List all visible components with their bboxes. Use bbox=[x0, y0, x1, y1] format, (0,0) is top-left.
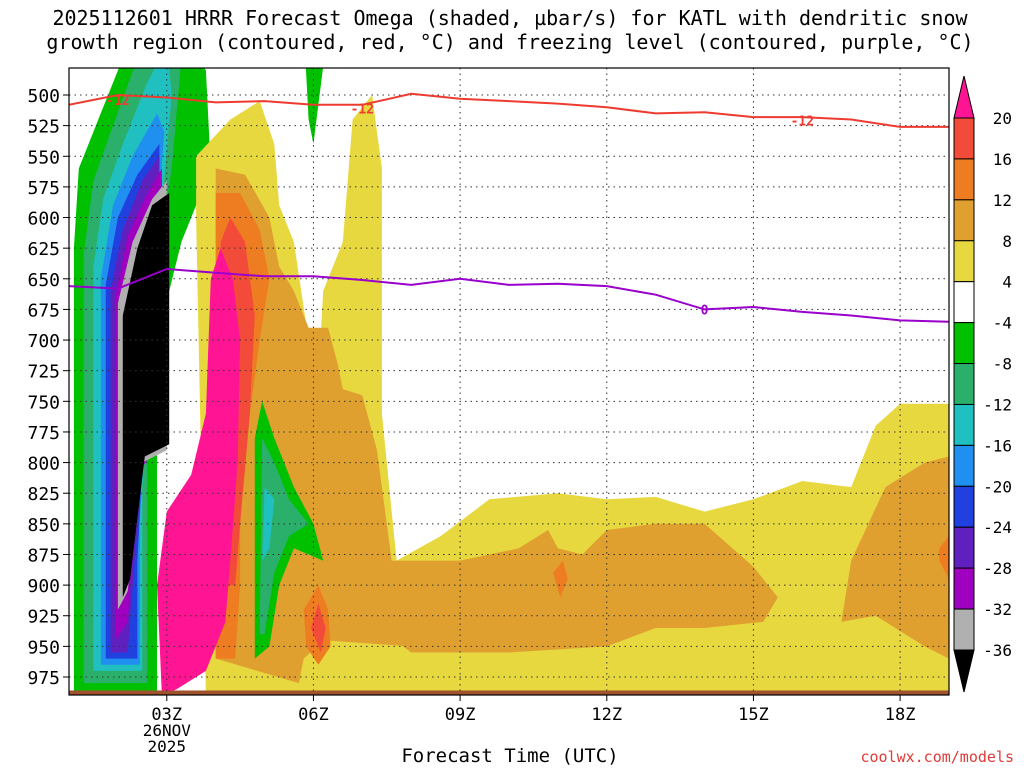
colorbar-label-7: -12 bbox=[983, 395, 1012, 414]
colorbar-label-2: 12 bbox=[993, 191, 1012, 210]
colorbar-label-8: -16 bbox=[983, 436, 1012, 455]
y-tick-label-675: 675 bbox=[27, 300, 60, 321]
omega-region-20 bbox=[157, 248, 241, 695]
y-tick-label-925: 925 bbox=[27, 607, 60, 628]
contour-label-0-0: -12 bbox=[106, 94, 129, 109]
contour-line-0 bbox=[69, 92, 949, 128]
colorbar-swatch-9 bbox=[953, 485, 975, 528]
contour-label-1-0: 0 bbox=[701, 303, 709, 318]
colorbar-label-11: -28 bbox=[983, 559, 1012, 578]
plot-frame bbox=[68, 67, 950, 696]
omega-region-17 bbox=[939, 536, 949, 579]
terrain-band bbox=[69, 690, 949, 695]
colorbar-label-5: -4 bbox=[993, 314, 1012, 333]
y-tick-label-900: 900 bbox=[27, 576, 60, 597]
omega-region-9 bbox=[122, 193, 170, 598]
y-tick-label-550: 550 bbox=[27, 147, 60, 168]
temperature-contours: -12 -12 -12 0 bbox=[69, 92, 949, 323]
colorbar-swatch-3 bbox=[953, 240, 975, 283]
colorbar-label-4: 4 bbox=[1002, 273, 1012, 292]
y-tick-label-775: 775 bbox=[27, 423, 60, 444]
y-tick-label-950: 950 bbox=[27, 637, 60, 658]
credit-text: coolwx.com/models bbox=[860, 748, 1014, 766]
y-tick-label-850: 850 bbox=[27, 515, 60, 536]
y-tick-label-975: 975 bbox=[27, 668, 60, 689]
colorbar-swatch-4 bbox=[953, 281, 975, 324]
x-tick-label-09Z: 09Z bbox=[445, 705, 476, 725]
omega-region-22 bbox=[259, 438, 309, 635]
colorbar-label-10: -24 bbox=[983, 518, 1012, 537]
x-sublabel-0: 26NOV bbox=[143, 721, 192, 740]
colorbar-top-arrow bbox=[953, 75, 975, 119]
contour-line-1 bbox=[69, 267, 949, 323]
title-line-1: 2025112601 HRRR Forecast Omega (shaded, … bbox=[52, 6, 968, 30]
colorbar-swatch-6 bbox=[953, 363, 975, 405]
colorbar-swatch-0 bbox=[953, 117, 975, 160]
contour-label-0-1: -12 bbox=[351, 102, 374, 117]
colorbar-swatch-11 bbox=[953, 567, 975, 610]
omega-region-12 bbox=[367, 523, 778, 653]
y-tick-label-600: 600 bbox=[27, 209, 60, 230]
omega-region-19 bbox=[311, 603, 326, 653]
omega-region-16 bbox=[553, 560, 568, 598]
x-tick-label-12Z: 12Z bbox=[591, 705, 622, 725]
y-tick-label-575: 575 bbox=[27, 178, 60, 199]
y-tick-label-800: 800 bbox=[27, 454, 60, 475]
y-tick-label-750: 750 bbox=[27, 392, 60, 413]
title-line-2: growth region (contoured, red, °C) and f… bbox=[46, 30, 974, 54]
colorbar-swatch-12 bbox=[953, 608, 975, 651]
colorbar-swatch-8 bbox=[953, 444, 975, 487]
y-tick-label-875: 875 bbox=[27, 545, 60, 566]
y-tick-label-500: 500 bbox=[27, 86, 60, 107]
y-tick-label-725: 725 bbox=[27, 362, 60, 383]
x-axis-label: Forecast Time (UTC) bbox=[401, 745, 619, 767]
grid-lines bbox=[69, 68, 949, 695]
chart-title: 2025112601 HRRR Forecast Omega (shaded, … bbox=[0, 6, 1020, 54]
colorbar-swatch-5 bbox=[953, 322, 975, 365]
x-tick-label-06Z: 06Z bbox=[298, 705, 329, 725]
colorbar-swatch-10 bbox=[953, 526, 975, 569]
y-tick-label-525: 525 bbox=[27, 117, 60, 138]
colorbar-swatch-7 bbox=[953, 403, 975, 446]
x-tick-label-15Z: 15Z bbox=[738, 705, 769, 725]
y-tick-label-700: 700 bbox=[27, 331, 60, 352]
colorbar-swatch-2 bbox=[953, 199, 975, 242]
omega-region-1 bbox=[305, 68, 323, 144]
colorbar-label-9: -20 bbox=[983, 477, 1012, 496]
colorbar-label-6: -8 bbox=[993, 355, 1012, 374]
terrain-rect bbox=[69, 690, 949, 695]
colorbar-swatch-1 bbox=[953, 158, 975, 201]
x-tick-label-03Z: 03Z bbox=[151, 705, 182, 725]
y-tick-label-650: 650 bbox=[27, 270, 60, 291]
colorbar: 20 16 12 8 4 -4 -8 -12 -16 -20 -24 -28 -32 -36 bbox=[953, 75, 1012, 693]
y-tick-label-825: 825 bbox=[27, 484, 60, 505]
x-tick-label-18Z: 18Z bbox=[885, 705, 916, 725]
omega-shading bbox=[73, 68, 949, 695]
y-tick-label-625: 625 bbox=[27, 239, 60, 260]
y-axis: 500 525 550 575 600 625 650 675 700 725 750 775 800 8… bbox=[27, 86, 69, 689]
colorbar-bottom-arrow bbox=[953, 649, 975, 693]
colorbar-label-13: -36 bbox=[983, 641, 1012, 660]
omega-region-13 bbox=[841, 456, 949, 659]
colorbar-label-3: 8 bbox=[1002, 232, 1012, 251]
x-sublabel-1: 2025 bbox=[148, 737, 187, 756]
colorbar-label-0: 20 bbox=[993, 109, 1012, 128]
colorbar-label-12: -32 bbox=[983, 600, 1012, 619]
colorbar-label-1: 16 bbox=[993, 150, 1012, 169]
contour-label-0-2: -12 bbox=[791, 115, 814, 130]
